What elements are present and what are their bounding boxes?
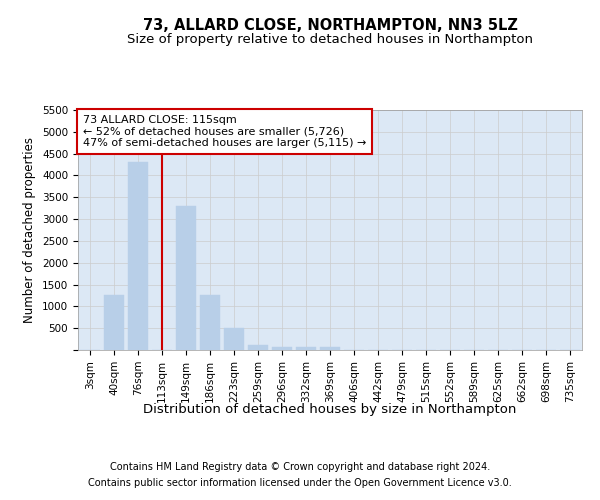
- Text: 73 ALLARD CLOSE: 115sqm
← 52% of detached houses are smaller (5,726)
47% of semi: 73 ALLARD CLOSE: 115sqm ← 52% of detache…: [83, 115, 367, 148]
- Bar: [248, 345, 268, 350]
- Bar: [224, 328, 244, 350]
- Text: Contains HM Land Registry data © Crown copyright and database right 2024.: Contains HM Land Registry data © Crown c…: [110, 462, 490, 472]
- Text: Contains public sector information licensed under the Open Government Licence v3: Contains public sector information licen…: [88, 478, 512, 488]
- Bar: [272, 346, 292, 350]
- Text: Size of property relative to detached houses in Northampton: Size of property relative to detached ho…: [127, 32, 533, 46]
- Text: 73, ALLARD CLOSE, NORTHAMPTON, NN3 5LZ: 73, ALLARD CLOSE, NORTHAMPTON, NN3 5LZ: [143, 18, 517, 32]
- Bar: [128, 162, 148, 350]
- Bar: [320, 346, 340, 350]
- Bar: [104, 296, 124, 350]
- Y-axis label: Number of detached properties: Number of detached properties: [23, 137, 37, 323]
- Bar: [176, 206, 196, 350]
- Text: Distribution of detached houses by size in Northampton: Distribution of detached houses by size …: [143, 402, 517, 415]
- Bar: [296, 346, 316, 350]
- Bar: [200, 296, 220, 350]
